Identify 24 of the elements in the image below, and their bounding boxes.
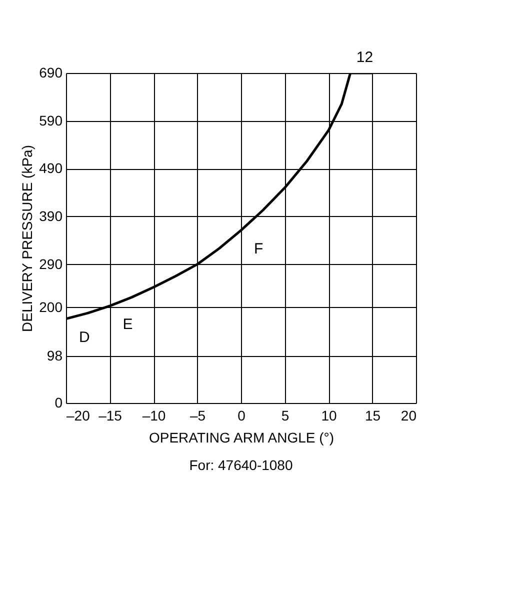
annotation: F (254, 240, 264, 258)
y-tick-label: 98 (46, 348, 63, 364)
text: For: 47640-1080 (189, 457, 293, 473)
x-tick-label: 15 (364, 408, 381, 424)
x-tick-label: –15 (98, 408, 122, 424)
x-axis-title: OPERATING ARM ANGLE (°) (148, 430, 334, 446)
annotation: E (122, 316, 133, 333)
x-tick-label: 20 (400, 408, 417, 424)
y-tick-label: 490 (39, 160, 63, 176)
x-tick-label: –5 (190, 408, 206, 424)
y-tick-label: 690 (39, 64, 63, 80)
y-tick-label: 200 (39, 298, 63, 315)
x-tick-label: 0 (238, 408, 246, 424)
annotation: D (79, 328, 90, 346)
x-tick-label: –20 (66, 408, 90, 424)
y-tick-label: 390 (39, 208, 63, 224)
y-tick-label: 0 (54, 394, 63, 410)
x-tick-label: –10 (142, 408, 166, 424)
y-axis-title: DELIVERY PRESSURE (kPa) (19, 145, 36, 332)
y-tick-label: 290 (39, 256, 63, 272)
x-tick-label: 5 (281, 408, 290, 424)
y-tick-label: 590 (39, 112, 63, 128)
x-tick-label: 10 (321, 408, 337, 424)
annotation: 12 (356, 49, 374, 66)
